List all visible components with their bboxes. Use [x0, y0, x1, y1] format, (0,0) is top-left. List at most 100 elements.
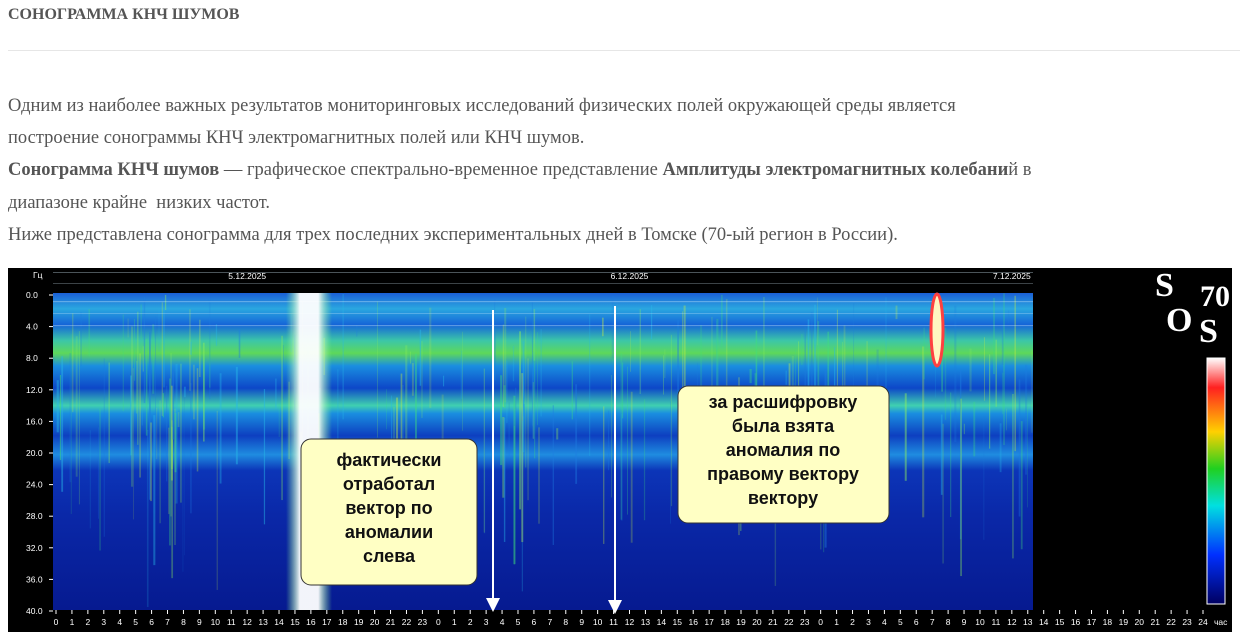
streak — [396, 397, 399, 452]
streak — [866, 341, 868, 423]
x-unit: час — [1214, 617, 1228, 627]
streak — [801, 334, 803, 366]
y-tick-label: 28.0 — [26, 511, 43, 521]
x-tick-label: 3 — [484, 617, 489, 627]
streak — [137, 311, 139, 445]
streak — [533, 309, 536, 361]
streak — [989, 354, 991, 449]
x-tick-label: 14 — [274, 617, 284, 627]
streak — [1018, 379, 1021, 517]
streak — [814, 304, 817, 452]
callout-text: за расшифровку — [709, 392, 858, 412]
streak — [532, 382, 534, 439]
x-tick-label: 22 — [1166, 617, 1176, 627]
x-tick-label: 8 — [946, 617, 951, 627]
text-run: — графическое спектрально-временное пред… — [219, 160, 663, 181]
callout-text: отработал — [343, 474, 435, 494]
x-tick-label: 3 — [101, 617, 106, 627]
anomaly-spot — [929, 292, 945, 368]
x-tick-label: 6 — [149, 617, 154, 627]
streak — [170, 353, 172, 517]
x-tick-label: 10 — [975, 617, 985, 627]
callout-text: правому вектору — [707, 464, 859, 484]
streak — [763, 297, 765, 392]
streak — [664, 349, 666, 379]
x-tick-label: 2 — [468, 617, 473, 627]
date-label: 6.12.2025 — [611, 271, 649, 281]
x-tick-label: 3 — [866, 617, 871, 627]
streak — [960, 398, 962, 577]
streak — [175, 363, 178, 504]
streak — [189, 309, 191, 391]
text-run: Ниже представлена сонограмма для трех по… — [8, 224, 898, 245]
y-tick-label: 36.0 — [26, 574, 43, 584]
streak — [935, 349, 936, 398]
streak — [1025, 364, 1028, 475]
streak — [973, 401, 976, 457]
streak — [521, 373, 524, 543]
streak — [145, 338, 148, 436]
streak — [720, 294, 723, 347]
streak — [494, 299, 496, 380]
x-tick-label: 22 — [784, 617, 794, 627]
streak — [238, 329, 241, 358]
streak — [1012, 393, 1014, 559]
streak — [534, 343, 536, 459]
streak — [235, 366, 238, 465]
band-line — [53, 272, 1033, 273]
x-tick-label: 21 — [386, 617, 396, 627]
streak — [177, 412, 180, 428]
streak — [502, 417, 505, 498]
x-tick-label: 17 — [704, 617, 714, 627]
x-tick-label: 20 — [1135, 617, 1145, 627]
x-tick-label: 21 — [1150, 617, 1160, 627]
x-tick-label: 23 — [800, 617, 810, 627]
streak — [540, 329, 543, 417]
streak — [508, 402, 510, 456]
x-tick-label: 16 — [1071, 617, 1081, 627]
text-line: Одним из наиболее важных результатов мон… — [8, 90, 1236, 122]
x-tick-label: 2 — [85, 617, 90, 627]
streak — [129, 375, 132, 456]
text-run: построение сонограммы КНЧ электромагнитн… — [8, 128, 585, 149]
streak — [56, 380, 59, 433]
streak — [209, 338, 211, 388]
x-tick-label: 11 — [609, 617, 618, 627]
callout-box — [300, 438, 478, 586]
x-tick-label: 6 — [532, 617, 537, 627]
streak — [620, 353, 623, 520]
x-tick-label: 7 — [165, 617, 170, 627]
streak — [527, 358, 529, 501]
streak — [512, 345, 515, 382]
x-tick-label: 9 — [197, 617, 202, 627]
streak — [199, 319, 201, 378]
streak — [506, 360, 508, 424]
y-tick-label: 20.0 — [26, 448, 43, 458]
x-tick-label: 13 — [641, 617, 651, 627]
streak — [519, 331, 521, 510]
streak — [275, 378, 277, 409]
streak — [630, 391, 633, 543]
x-tick-label: 7 — [547, 617, 552, 627]
x-tick-label: 5 — [898, 617, 903, 627]
streak — [716, 321, 718, 421]
header: СОНОГРАММА КНЧ ШУМОВ — [8, 4, 1240, 51]
callout-text: фактически — [337, 450, 442, 470]
callout-box — [677, 385, 890, 524]
x-tick-label: 17 — [1087, 617, 1097, 627]
x-tick-label: 16 — [306, 617, 316, 627]
streak — [149, 331, 151, 500]
x-tick-label: 2 — [850, 617, 855, 627]
streak — [89, 430, 91, 529]
streak — [749, 368, 752, 384]
streak — [904, 393, 907, 481]
streak — [895, 305, 898, 320]
streak — [386, 389, 387, 430]
streak — [165, 385, 168, 482]
streak — [153, 415, 156, 566]
x-tick-label: 24 — [1198, 617, 1208, 627]
streak — [216, 410, 218, 590]
streak — [502, 324, 504, 407]
callout-text: аномалии — [345, 522, 433, 542]
streak — [556, 428, 559, 440]
